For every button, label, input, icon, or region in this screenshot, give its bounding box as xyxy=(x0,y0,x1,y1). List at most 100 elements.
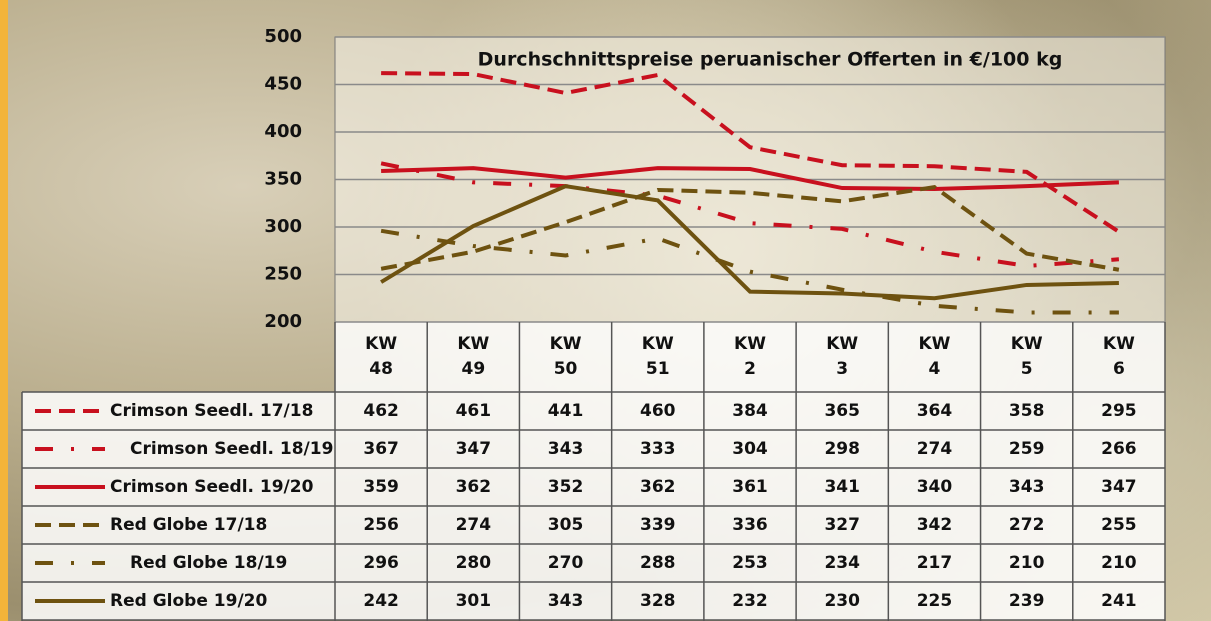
table-value-text: 359 xyxy=(363,477,399,497)
x-tick-label-text: KW 51 xyxy=(641,334,674,379)
table-value-text: 327 xyxy=(824,515,860,535)
table-value-text: 210 xyxy=(1008,553,1045,573)
table-value: 361 xyxy=(704,468,796,506)
table-value: 301 xyxy=(427,582,519,620)
x-tick-label-text: KW 3 xyxy=(826,334,859,379)
table-bg xyxy=(335,322,1165,620)
table-value-text: 362 xyxy=(640,477,676,497)
x-tick-label-text: KW 5 xyxy=(1010,334,1043,379)
table-value: 328 xyxy=(612,582,704,620)
table-value: 259 xyxy=(981,430,1073,468)
x-tick-label: KW 50 xyxy=(519,322,611,392)
table-value: 295 xyxy=(1073,392,1165,430)
table-value: 296 xyxy=(335,544,427,582)
table-value: 217 xyxy=(888,544,980,582)
table-value: 253 xyxy=(704,544,796,582)
table-value: 304 xyxy=(704,430,796,468)
table-value: 343 xyxy=(519,430,611,468)
table-value-text: 266 xyxy=(1101,439,1137,459)
legend-label-text: Red Globe 18/19 xyxy=(130,553,288,573)
table-value-text: 234 xyxy=(824,553,860,573)
table-value: 461 xyxy=(427,392,519,430)
table-value-text: 270 xyxy=(547,553,584,573)
table-value: 210 xyxy=(1073,544,1165,582)
legend-label-text: Red Globe 19/20 xyxy=(110,591,268,611)
table-value: 230 xyxy=(796,582,888,620)
x-tick-label-text: KW 6 xyxy=(1102,334,1135,379)
table-value-text: 253 xyxy=(732,553,768,573)
table-value-text: 272 xyxy=(1008,515,1045,535)
legend-label: Crimson Seedl. 18/19 xyxy=(22,430,335,468)
table-value-text: 210 xyxy=(1101,553,1137,573)
table-value-text: 301 xyxy=(455,591,492,611)
table-value: 280 xyxy=(427,544,519,582)
table-value-text: 225 xyxy=(916,591,953,611)
table-value-text: 343 xyxy=(547,439,584,459)
series-line xyxy=(380,184,1119,301)
legend-label: Crimson Seedl. 17/18 xyxy=(22,392,335,430)
table-value-text: 230 xyxy=(824,591,860,611)
table-value: 339 xyxy=(612,506,704,544)
legend-label-text: Crimson Seedl. 19/20 xyxy=(110,477,314,497)
x-tick-label-text: KW 50 xyxy=(549,334,582,379)
legend-label: Red Globe 18/19 xyxy=(22,544,335,582)
table-value: 347 xyxy=(427,430,519,468)
table-value-text: 441 xyxy=(547,401,584,421)
legend-label: Crimson Seedl. 19/20 xyxy=(22,468,335,506)
table-value: 347 xyxy=(1073,468,1165,506)
table-value: 234 xyxy=(796,544,888,582)
legend-label-text: Red Globe 17/18 xyxy=(110,515,268,535)
table-value: 462 xyxy=(335,392,427,430)
table-value: 384 xyxy=(704,392,796,430)
table-value: 362 xyxy=(427,468,519,506)
table-value: 274 xyxy=(888,430,980,468)
table-value-text: 339 xyxy=(640,515,676,535)
table-value: 340 xyxy=(888,468,980,506)
table-value-text: 341 xyxy=(824,477,860,497)
table-value: 272 xyxy=(981,506,1073,544)
table-value-text: 358 xyxy=(1008,401,1045,421)
y-tick-label: 350 xyxy=(264,169,302,190)
table-value: 288 xyxy=(612,544,704,582)
table-value-text: 328 xyxy=(640,591,676,611)
table-value: 342 xyxy=(888,506,980,544)
table-value-text: 305 xyxy=(547,515,584,535)
table-value-text: 340 xyxy=(916,477,953,497)
table-value-text: 336 xyxy=(732,515,768,535)
table-value-text: 255 xyxy=(1101,515,1137,535)
x-tick-label: KW 5 xyxy=(981,322,1073,392)
table-value: 298 xyxy=(796,430,888,468)
table-value-text: 259 xyxy=(1008,439,1045,459)
table-value: 232 xyxy=(704,582,796,620)
table-value-text: 295 xyxy=(1101,401,1137,421)
table-value: 343 xyxy=(981,468,1073,506)
legend-label-text: Crimson Seedl. 17/18 xyxy=(110,401,314,421)
y-tick-label: 500 xyxy=(264,26,302,47)
table-value: 460 xyxy=(612,392,704,430)
table-value-text: 333 xyxy=(640,439,676,459)
table-value: 367 xyxy=(335,430,427,468)
table-value: 336 xyxy=(704,506,796,544)
table-value: 210 xyxy=(981,544,1073,582)
y-tick-label: 200 xyxy=(264,311,302,332)
table-value: 305 xyxy=(519,506,611,544)
chart-title: Durchschnittspreise peruanischer Offerte… xyxy=(478,49,1063,71)
y-tick-label: 300 xyxy=(264,216,302,237)
table-value-text: 343 xyxy=(1008,477,1045,497)
x-tick-label: KW 48 xyxy=(335,322,427,392)
y-tick-label: 250 xyxy=(264,264,302,285)
x-tick-label-text: KW 48 xyxy=(365,334,398,379)
table-value-text: 241 xyxy=(1101,591,1137,611)
table-value-text: 280 xyxy=(455,553,492,573)
x-tick-label: KW 51 xyxy=(612,322,704,392)
table-value: 333 xyxy=(612,430,704,468)
x-tick-label: KW 4 xyxy=(888,322,980,392)
table-value-text: 461 xyxy=(455,401,492,421)
table-value: 343 xyxy=(519,582,611,620)
table-value: 364 xyxy=(888,392,980,430)
table-value: 365 xyxy=(796,392,888,430)
table-value: 225 xyxy=(888,582,980,620)
series-line xyxy=(380,161,1120,268)
